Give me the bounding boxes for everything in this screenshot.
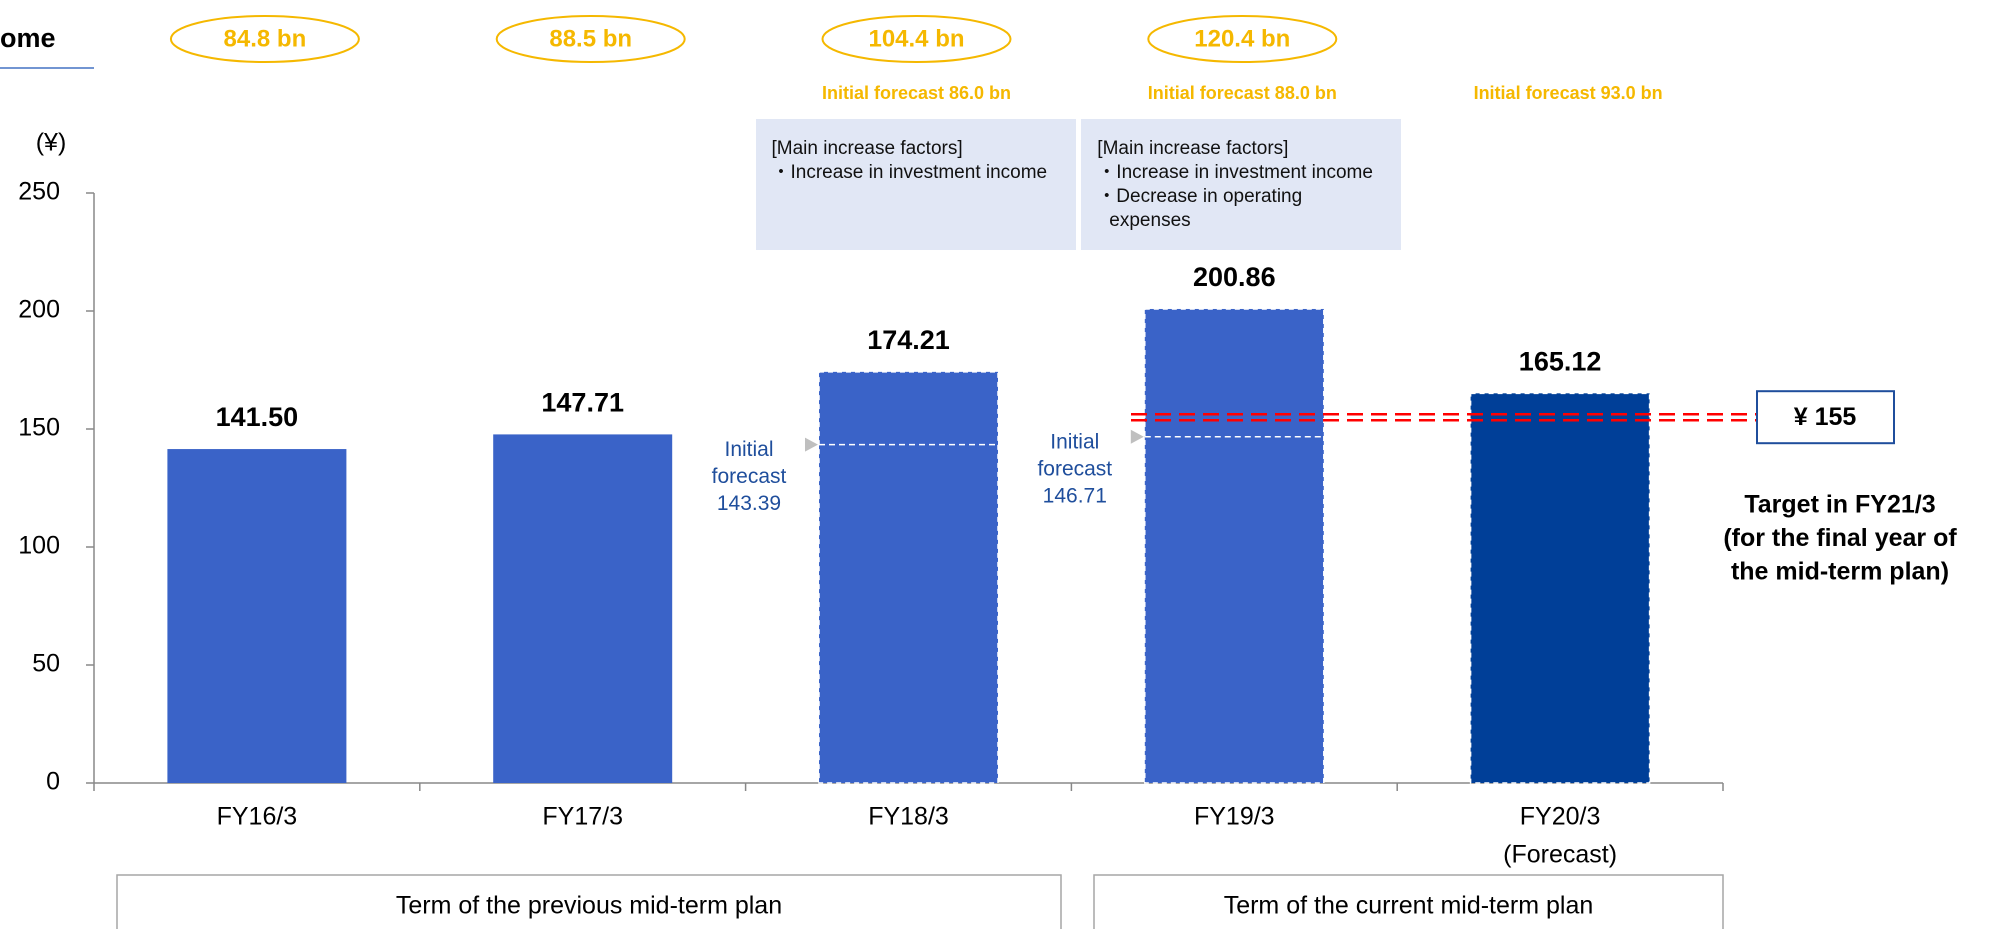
forecast-pointer <box>1130 429 1144 444</box>
forecast-pointer <box>805 437 818 452</box>
net-income-oval <box>169 15 360 63</box>
target-label: ¥ 155 <box>1794 403 1857 431</box>
net-income-label: 120.4 bn <box>1194 25 1290 52</box>
net-income-oval <box>1147 15 1338 63</box>
chart-title: ome <box>0 23 56 53</box>
y-tick-label: 150 <box>18 414 60 442</box>
initial-forecast-note: Initial forecast 86.0 bn <box>822 83 1011 103</box>
initial-forecast-note: Initial forecast 93.0 bn <box>1474 83 1663 103</box>
value-label: 165.12 <box>1519 346 1602 376</box>
value-label: 147.71 <box>541 388 624 418</box>
factor-heading: [Main increase factors] <box>1097 138 1289 159</box>
net-income-label: 84.8 bn <box>224 25 307 52</box>
bar <box>493 434 673 783</box>
target-note: Target in FY21/3 <box>1744 491 1935 519</box>
x-tick-label: FY20/3 <box>1520 803 1601 831</box>
factor-heading: [Main increase factors] <box>771 138 963 159</box>
x-tick-sublabel: (Forecast) <box>1503 841 1617 869</box>
x-tick-label: FY18/3 <box>868 803 949 831</box>
term-label: Term of the previous mid-term plan <box>396 892 782 920</box>
y-axis-label: (¥) <box>36 129 67 157</box>
factor-box: [Main increase factors] ・Increase in inve… <box>1081 119 1402 250</box>
x-tick-label: FY16/3 <box>217 803 298 831</box>
target-box <box>1756 390 1895 445</box>
initial-forecast-value: 143.39 <box>717 492 781 515</box>
initial-forecast-label: Initial <box>1050 430 1099 453</box>
initial-forecast-label: forecast <box>712 465 787 488</box>
initial-forecast-value: 146.71 <box>1043 484 1107 507</box>
value-label: 174.21 <box>867 325 950 355</box>
term-label: Term of the current mid-term plan <box>1224 892 1594 920</box>
target-note: (for the final year of <box>1723 524 1957 552</box>
initial-forecast-note: Initial forecast 88.0 bn <box>1148 83 1337 103</box>
factor-box: [Main increase factors] ・Increase in inve… <box>755 119 1076 250</box>
net-income-label: 104.4 bn <box>868 25 964 52</box>
y-tick-label: 200 <box>18 296 60 324</box>
net-income-oval <box>495 15 686 63</box>
term-box <box>116 874 1062 929</box>
factor-item: ・Increase in investment income <box>1097 162 1373 183</box>
y-tick-label: 50 <box>32 650 60 678</box>
y-tick-label: 0 <box>46 768 60 796</box>
net-income-label: 88.5 bn <box>549 25 632 52</box>
bar <box>818 371 999 784</box>
x-tick-label: FY19/3 <box>1194 803 1275 831</box>
y-tick-label: 100 <box>18 532 60 560</box>
factor-item: ・Increase in investment income <box>771 162 1048 183</box>
bar <box>167 449 347 783</box>
bar <box>1144 308 1325 784</box>
factor-item: ・Decrease in operating expenses <box>1097 186 1303 231</box>
y-tick-label: 250 <box>18 178 60 206</box>
initial-forecast-label: forecast <box>1037 457 1112 480</box>
value-label: 141.50 <box>216 402 299 432</box>
net-income-oval <box>821 15 1012 63</box>
term-box <box>1093 874 1724 929</box>
target-note: the mid-term plan) <box>1731 558 1949 586</box>
initial-forecast-label: Initial <box>724 438 773 461</box>
value-label: 200.86 <box>1193 262 1276 292</box>
x-tick-label: FY17/3 <box>542 803 623 831</box>
bar <box>1469 392 1651 784</box>
